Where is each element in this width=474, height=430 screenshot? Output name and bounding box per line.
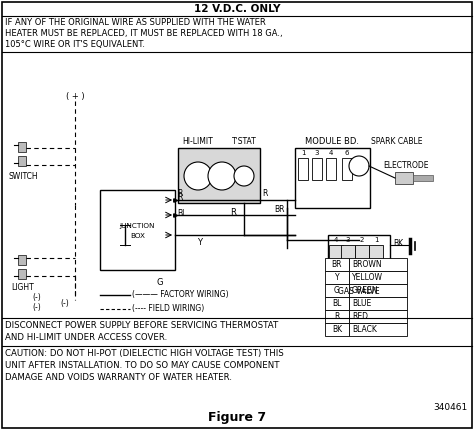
Text: BROWN: BROWN: [352, 260, 382, 269]
Text: IF ANY OF THE ORIGINAL WIRE AS SUPPLIED WITH THE WATER
HEATER MUST BE REPLACED, : IF ANY OF THE ORIGINAL WIRE AS SUPPLIED …: [5, 18, 283, 49]
Bar: [349, 258, 407, 271]
Text: BLACK: BLACK: [352, 325, 377, 334]
Circle shape: [184, 162, 212, 190]
Bar: [295, 148, 370, 208]
Text: 4: 4: [334, 237, 338, 243]
Text: ( + ): ( + ): [66, 92, 84, 101]
Bar: [395, 172, 413, 184]
Bar: [298, 158, 308, 180]
Bar: [325, 284, 349, 297]
Text: BL: BL: [177, 209, 186, 218]
Bar: [326, 158, 336, 180]
Bar: [413, 175, 433, 181]
Bar: [349, 323, 407, 336]
Bar: [329, 245, 343, 267]
Text: (——— FACTORY WIRING): (——— FACTORY WIRING): [132, 291, 228, 300]
Text: BL: BL: [332, 299, 342, 308]
Bar: [325, 258, 349, 271]
Text: SPARK CABLE: SPARK CABLE: [371, 137, 422, 146]
Text: (---- FIELD WIRING): (---- FIELD WIRING): [132, 304, 204, 313]
Text: R: R: [334, 312, 340, 321]
Text: DISCONNECT POWER SUPPLY BEFORE SERVICING THERMOSTAT
AND HI-LIMIT UNDER ACCESS CO: DISCONNECT POWER SUPPLY BEFORE SERVICING…: [5, 321, 278, 342]
Circle shape: [208, 162, 236, 190]
Text: CAUTION: DO NOT HI-POT (DIELECTIC HIGH VOLTAGE TEST) THIS
UNIT AFTER INSTALLATIO: CAUTION: DO NOT HI-POT (DIELECTIC HIGH V…: [5, 349, 284, 381]
Text: HI-LIMIT: HI-LIMIT: [182, 137, 213, 146]
Text: BOX: BOX: [130, 233, 145, 239]
Bar: [18, 255, 26, 265]
Text: (-): (-): [33, 293, 41, 302]
Text: Figure 7: Figure 7: [208, 411, 266, 424]
Text: 4: 4: [329, 150, 333, 156]
Bar: [178, 148, 260, 203]
Text: 340461: 340461: [434, 403, 468, 412]
Text: (-): (-): [33, 303, 41, 312]
Bar: [369, 245, 383, 267]
Text: 1: 1: [301, 150, 305, 156]
Text: BLUE: BLUE: [352, 299, 371, 308]
Text: BR: BR: [332, 260, 342, 269]
Bar: [312, 158, 322, 180]
Bar: [328, 235, 390, 283]
Text: MODULE BD.: MODULE BD.: [306, 137, 359, 146]
Bar: [18, 156, 26, 166]
Text: GAS VALVE: GAS VALVE: [338, 287, 380, 296]
Text: 2: 2: [360, 237, 364, 243]
Text: LIGHT: LIGHT: [12, 283, 35, 292]
Bar: [349, 284, 407, 297]
Text: (-): (-): [61, 299, 69, 308]
Text: RED: RED: [352, 312, 368, 321]
Bar: [325, 323, 349, 336]
Text: JUNCTION: JUNCTION: [120, 223, 155, 229]
Bar: [355, 245, 369, 267]
Bar: [325, 297, 349, 310]
Bar: [342, 158, 352, 180]
Text: GREEN: GREEN: [352, 286, 379, 295]
Text: 1: 1: [374, 237, 378, 243]
Text: 3: 3: [315, 150, 319, 156]
Text: SWITCH: SWITCH: [8, 172, 38, 181]
Circle shape: [349, 156, 369, 176]
Text: G: G: [334, 286, 340, 295]
Text: 12 V.D.C. ONLY: 12 V.D.C. ONLY: [194, 4, 280, 14]
Bar: [341, 245, 355, 267]
Circle shape: [234, 166, 254, 186]
Text: R: R: [177, 189, 182, 198]
Text: T'STAT: T'STAT: [232, 137, 256, 146]
Text: YELLOW: YELLOW: [352, 273, 383, 282]
Bar: [100, 190, 175, 270]
Text: 6: 6: [345, 150, 349, 156]
Text: ELECTRODE: ELECTRODE: [383, 161, 429, 170]
Text: Y: Y: [198, 238, 202, 247]
Bar: [18, 142, 26, 152]
Bar: [325, 310, 349, 323]
Bar: [349, 310, 407, 323]
Bar: [349, 297, 407, 310]
Text: R: R: [262, 189, 267, 198]
Text: R: R: [230, 208, 236, 217]
Text: BK: BK: [332, 325, 342, 334]
Bar: [325, 271, 349, 284]
Text: 3: 3: [346, 237, 350, 243]
Text: R: R: [177, 194, 182, 203]
Text: BK: BK: [393, 239, 403, 248]
Text: BR: BR: [274, 206, 285, 215]
Bar: [349, 271, 407, 284]
Text: G: G: [157, 278, 163, 287]
Bar: [18, 269, 26, 279]
Text: Y: Y: [335, 273, 339, 282]
